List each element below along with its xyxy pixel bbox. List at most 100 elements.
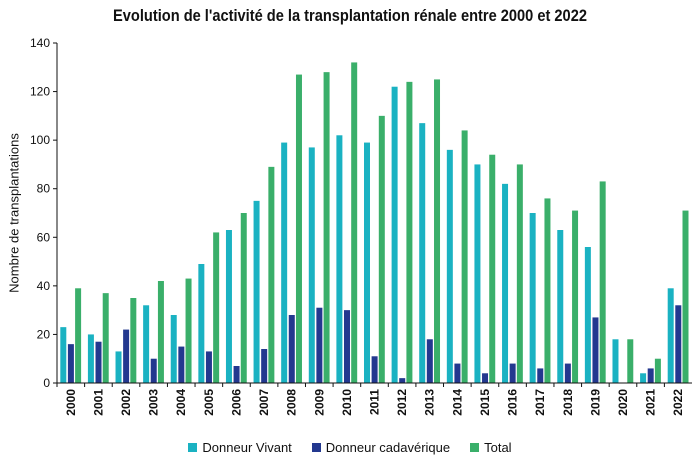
bar-0-7 — [253, 200, 260, 383]
legend-item-0: Donneur Vivant — [188, 440, 292, 455]
bar-1-7 — [261, 349, 268, 383]
y-tick-label-5: 100 — [30, 133, 50, 147]
legend-item-2: Total — [470, 440, 512, 455]
bar-2-4 — [185, 278, 192, 383]
bar-2-20 — [627, 339, 634, 383]
y-tick-label-4: 80 — [37, 182, 51, 196]
bar-0-13 — [419, 123, 426, 384]
x-tick-label-4: 2004 — [174, 389, 188, 416]
x-tick-label-22: 2022 — [671, 389, 685, 416]
bar-2-17 — [544, 198, 551, 383]
x-tick-label-7: 2007 — [257, 389, 271, 416]
bar-1-8 — [288, 315, 295, 383]
x-tick-label-6: 2006 — [229, 389, 243, 416]
bar-0-14 — [446, 149, 453, 383]
y-tick-label-0: 0 — [43, 376, 50, 390]
x-tick-label-21: 2021 — [644, 389, 658, 416]
bar-1-15 — [482, 373, 489, 383]
x-tick-label-3: 2003 — [147, 389, 161, 416]
bar-2-2 — [130, 298, 137, 383]
bar-0-6 — [225, 230, 232, 383]
bar-0-21 — [640, 373, 647, 383]
y-tick-label-7: 140 — [30, 36, 50, 50]
bar-1-16 — [509, 363, 516, 383]
x-tick-label-12: 2012 — [395, 389, 409, 416]
x-tick-label-17: 2017 — [533, 389, 547, 416]
bar-0-10 — [336, 135, 343, 383]
x-tick-label-15: 2015 — [478, 389, 492, 416]
bar-2-13 — [434, 79, 441, 383]
bar-0-15 — [474, 164, 481, 383]
legend-label-2: Total — [484, 440, 512, 455]
x-tick-label-10: 2010 — [340, 389, 354, 416]
bar-2-7 — [268, 166, 275, 383]
bar-2-10 — [351, 62, 358, 384]
bar-2-3 — [157, 281, 164, 383]
bar-1-0 — [67, 344, 74, 383]
bar-2-6 — [240, 213, 247, 383]
x-tick-label-14: 2014 — [450, 389, 464, 416]
bar-0-0 — [60, 327, 67, 383]
bar-1-19 — [592, 317, 599, 383]
y-tick-label-2: 40 — [37, 279, 51, 293]
bar-0-3 — [143, 305, 150, 383]
x-tick-label-9: 2009 — [312, 389, 326, 416]
legend-swatch-0 — [188, 443, 198, 452]
bar-1-3 — [150, 358, 157, 383]
bar-0-16 — [502, 183, 509, 383]
legend-label-0: Donneur Vivant — [202, 440, 292, 455]
y-tick-label-1: 20 — [37, 327, 51, 341]
x-tick-label-16: 2016 — [506, 389, 520, 416]
bar-0-20 — [612, 339, 619, 383]
bar-1-11 — [371, 356, 378, 383]
legend-swatch-1 — [311, 443, 321, 452]
legend: Donneur Vivant Donneur cadavérique Total — [0, 440, 700, 455]
legend-swatch-2 — [470, 443, 480, 452]
x-tick-label-20: 2020 — [616, 389, 630, 416]
legend-label-1: Donneur cadavérique — [325, 440, 451, 455]
x-tick-label-18: 2018 — [561, 389, 575, 416]
bar-2-0 — [75, 288, 82, 383]
bar-2-1 — [102, 293, 109, 383]
x-tick-label-5: 2005 — [202, 389, 216, 416]
bar-0-9 — [308, 147, 315, 383]
chart-title: Evolution de l'activité de la transplant… — [113, 6, 587, 25]
bar-1-1 — [95, 341, 102, 383]
bar-0-22 — [667, 288, 674, 383]
bar-0-12 — [391, 86, 398, 383]
bar-1-5 — [205, 351, 212, 383]
bar-2-19 — [599, 181, 606, 383]
bar-1-10 — [343, 310, 350, 383]
bar-2-11 — [378, 115, 385, 383]
y-tick-label-6: 120 — [30, 85, 50, 99]
bar-0-2 — [115, 351, 122, 383]
bar-0-4 — [170, 315, 177, 383]
x-tick-label-0: 2000 — [64, 389, 78, 416]
bar-1-6 — [233, 366, 240, 383]
bar-0-11 — [364, 142, 370, 383]
bar-1-4 — [178, 346, 185, 383]
bar-2-8 — [295, 74, 302, 384]
bar-1-22 — [675, 305, 682, 383]
x-tick-label-11: 2011 — [368, 389, 382, 415]
bar-1-14 — [454, 363, 461, 383]
bar-2-5 — [213, 232, 220, 383]
bar-1-2 — [123, 329, 130, 383]
x-tick-label-13: 2013 — [423, 389, 437, 416]
bar-2-12 — [406, 81, 413, 383]
y-tick-label-3: 60 — [37, 230, 51, 244]
bar-1-18 — [564, 363, 571, 383]
bar-1-12 — [399, 378, 406, 383]
x-tick-label-19: 2019 — [588, 389, 602, 416]
bar-2-18 — [572, 210, 579, 383]
bar-0-5 — [198, 264, 205, 383]
bar-2-22 — [682, 210, 689, 383]
bar-2-16 — [516, 164, 523, 383]
x-tick-label-1: 2001 — [91, 389, 105, 416]
x-tick-label-8: 2008 — [285, 389, 299, 416]
bar-0-1 — [87, 334, 94, 383]
bar-1-17 — [537, 368, 544, 383]
plot-area: 0 20 40 60 80 100 120 140 2000 2001 2002 2003 2004 20… — [30, 36, 692, 416]
bar-1-9 — [316, 307, 323, 383]
